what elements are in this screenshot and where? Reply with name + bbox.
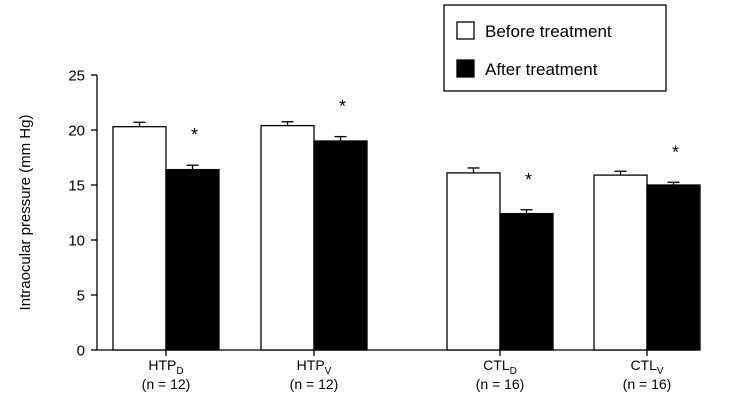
- significance-asterisk: *: [525, 170, 532, 190]
- y-tick-label: 10: [68, 233, 85, 250]
- bar-after-treatment: [313, 140, 368, 351]
- category-n-label: (n = 16): [476, 376, 525, 392]
- y-tick-label: 5: [77, 288, 85, 305]
- significance-asterisk: *: [191, 125, 198, 145]
- category-n-label: (n = 12): [142, 376, 191, 392]
- category-label: CTLD: [483, 357, 517, 377]
- significance-asterisk: *: [672, 142, 679, 162]
- bar-before-treatment: [112, 126, 167, 351]
- legend-label-before: Before treatment: [485, 22, 612, 41]
- category-n-label: (n = 16): [623, 376, 672, 392]
- y-tick-label: 15: [68, 178, 85, 195]
- significance-asterisk: *: [339, 97, 346, 117]
- legend-label-after: After treatment: [485, 60, 598, 79]
- bar-before-treatment: [593, 174, 648, 351]
- y-tick-label: 0: [77, 343, 85, 360]
- bar-before-treatment: [446, 172, 501, 351]
- category-label: HTPV: [297, 357, 332, 377]
- category-label: HTPD: [148, 357, 183, 377]
- y-axis-label: Intraocular pressure (mm Hg): [17, 115, 34, 311]
- legend-swatch-before: [456, 21, 475, 40]
- legend-swatch-after: [456, 59, 475, 78]
- y-tick-label: 20: [68, 123, 85, 140]
- y-tick-label: 25: [68, 68, 85, 85]
- bar-before-treatment: [260, 124, 315, 351]
- bar-after-treatment: [646, 184, 701, 351]
- bar-after-treatment: [165, 168, 220, 351]
- category-label: CTLV: [630, 357, 663, 377]
- legend-box: [443, 4, 667, 92]
- bar-after-treatment: [499, 212, 554, 351]
- category-n-label: (n = 12): [290, 376, 339, 392]
